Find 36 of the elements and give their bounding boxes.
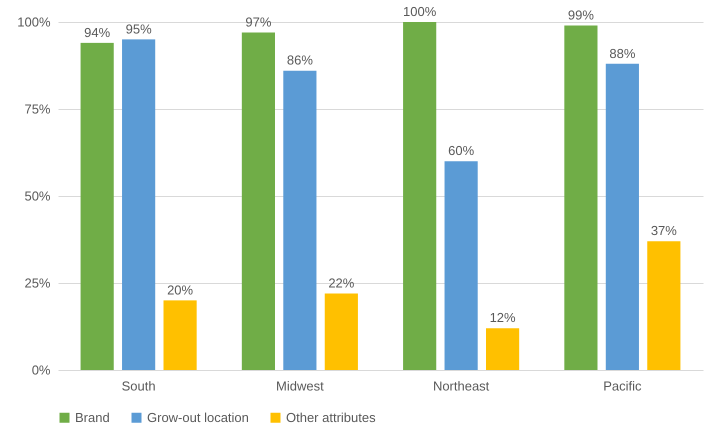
data-label: 60% (448, 143, 475, 158)
data-label: 20% (167, 282, 194, 298)
bar (80, 42, 114, 370)
x-tick-label: Northeast (432, 378, 490, 394)
data-label: 95% (126, 21, 152, 36)
legend-label: Other attributes (286, 410, 376, 425)
y-tick-label: 0% (32, 362, 51, 378)
data-label: 22% (328, 275, 355, 290)
data-label: 86% (286, 52, 314, 68)
bar (444, 161, 478, 370)
bar (122, 39, 156, 370)
bar (647, 241, 680, 370)
bar (283, 70, 316, 370)
data-label: 12% (490, 310, 516, 326)
x-tick-label: South (122, 378, 156, 394)
data-label: 100% (403, 4, 437, 19)
legend-label: Grow-out location (147, 410, 249, 425)
bar (324, 293, 358, 370)
data-label: 99% (568, 7, 594, 22)
bar (164, 300, 197, 370)
x-tick-label: Pacific (603, 378, 642, 394)
bar (242, 32, 275, 370)
data-label: 97% (245, 14, 272, 30)
data-label: 37% (650, 223, 678, 238)
y-tick-label: 75% (24, 102, 51, 116)
bar (486, 328, 520, 370)
x-tick-label: Midwest (276, 378, 324, 394)
bar (403, 22, 436, 370)
data-label: 94% (84, 24, 111, 40)
y-tick-label: 50% (24, 188, 51, 204)
y-tick-label: 25% (24, 276, 51, 290)
data-label: 88% (609, 46, 636, 61)
y-tick-label: 100% (17, 14, 51, 30)
legend-label: Brand (75, 410, 110, 425)
bar (606, 64, 639, 370)
bar (564, 25, 598, 370)
